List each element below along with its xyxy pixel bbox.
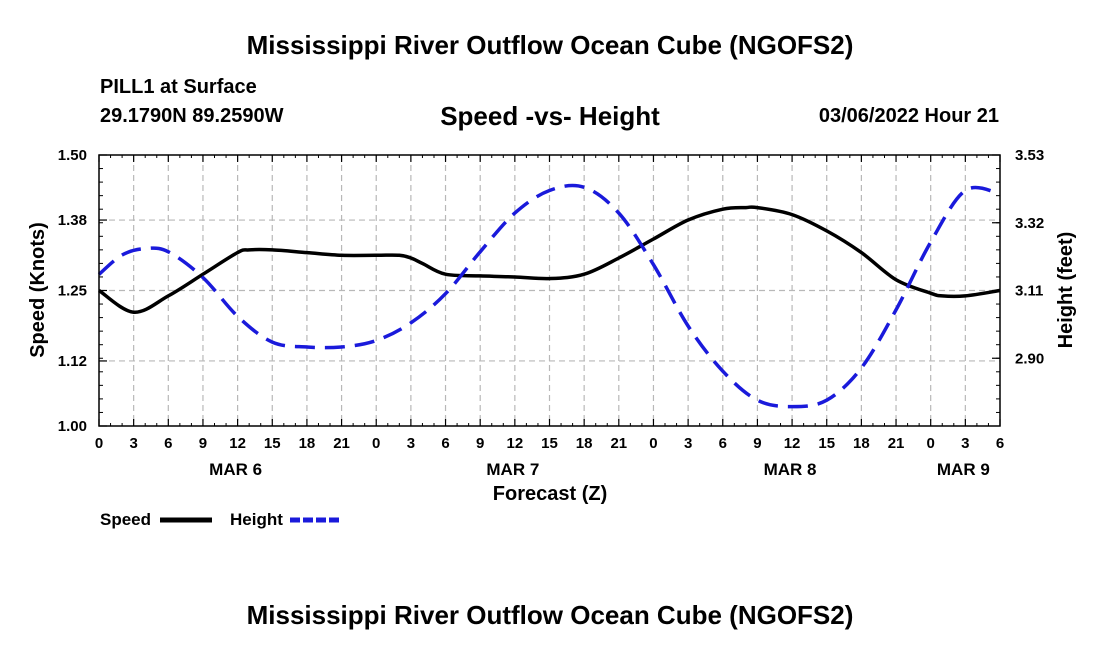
- x-tick-label: 12: [507, 435, 524, 452]
- date-label: MAR 6: [209, 460, 262, 479]
- y2-tick-label: 3.11: [1015, 283, 1043, 300]
- y2-tick-label: 2.90: [1015, 350, 1044, 367]
- y-tick-label: 1.12: [58, 353, 87, 370]
- x-tick-label: 18: [853, 435, 870, 452]
- series-layer: [97, 183, 1001, 409]
- x-tick-label: 15: [264, 435, 281, 452]
- x-tick-label: 0: [649, 435, 657, 452]
- x-tick-label: 6: [719, 435, 727, 452]
- x-tick-label: 21: [888, 435, 905, 452]
- x-tick-label: 3: [407, 435, 415, 452]
- x-tick-label: 3: [129, 435, 137, 452]
- x-tick-label: 9: [753, 435, 761, 452]
- date-label: MAR 7: [486, 460, 539, 479]
- y2-axis-label: Height (feet): [1055, 232, 1077, 349]
- plot-frame: [98, 154, 1001, 427]
- x-tick-label: 12: [229, 435, 246, 452]
- x-tick-label: 15: [541, 435, 558, 452]
- repeated-title: Mississippi River Outflow Ocean Cube (NG…: [246, 600, 854, 630]
- x-tick-label: 15: [818, 435, 835, 452]
- x-tick-label: 18: [576, 435, 593, 452]
- x-tick-label: 0: [372, 435, 380, 452]
- x-tick-label: 6: [996, 435, 1004, 452]
- y2-tick-label: 3.53: [1015, 147, 1044, 164]
- x-tick-label: 18: [299, 435, 316, 452]
- legend-label-speed: Speed: [100, 510, 151, 529]
- x-tick-label: 21: [610, 435, 627, 452]
- x-tick-label: 21: [333, 435, 350, 452]
- x-tick-label: 9: [199, 435, 207, 452]
- x-tick-label: 9: [476, 435, 484, 452]
- x-tick-label: 6: [164, 435, 172, 452]
- grid-layer: [99, 154, 1000, 426]
- x-tick-label: 0: [95, 435, 103, 452]
- x-axis-label: Forecast (Z): [493, 483, 607, 505]
- station-coordinates: 29.1790N 89.2590W: [100, 105, 284, 127]
- y-tick-label: 1.38: [58, 212, 87, 229]
- y-axis-label: Speed (Knots): [27, 222, 49, 358]
- x-tick-label: 12: [784, 435, 801, 452]
- date-label: MAR 9: [937, 460, 990, 479]
- chart-subtitle: Speed -vs- Height: [440, 101, 660, 131]
- forecast-datetime: 03/06/2022 Hour 21: [818, 105, 999, 127]
- x-tick-label: 6: [441, 435, 449, 452]
- x-tick-label: 0: [927, 435, 935, 452]
- chart-main-title: Mississippi River Outflow Ocean Cube (NG…: [246, 30, 854, 60]
- y2-tick-label: 3.32: [1015, 215, 1044, 232]
- station-label: PILL1 at Surface: [100, 76, 257, 98]
- x-tick-label: 3: [684, 435, 692, 452]
- speed-series-line: [97, 205, 1001, 314]
- y-tick-label: 1.25: [58, 283, 87, 300]
- x-tick-label: 3: [961, 435, 969, 452]
- legend: Speed Height: [100, 510, 342, 529]
- y-tick-label: 1.00: [58, 418, 87, 435]
- date-label: MAR 8: [764, 460, 817, 479]
- legend-label-height: Height: [230, 510, 283, 529]
- height-series-line: [97, 183, 1001, 409]
- y-tick-label: 1.50: [58, 147, 87, 164]
